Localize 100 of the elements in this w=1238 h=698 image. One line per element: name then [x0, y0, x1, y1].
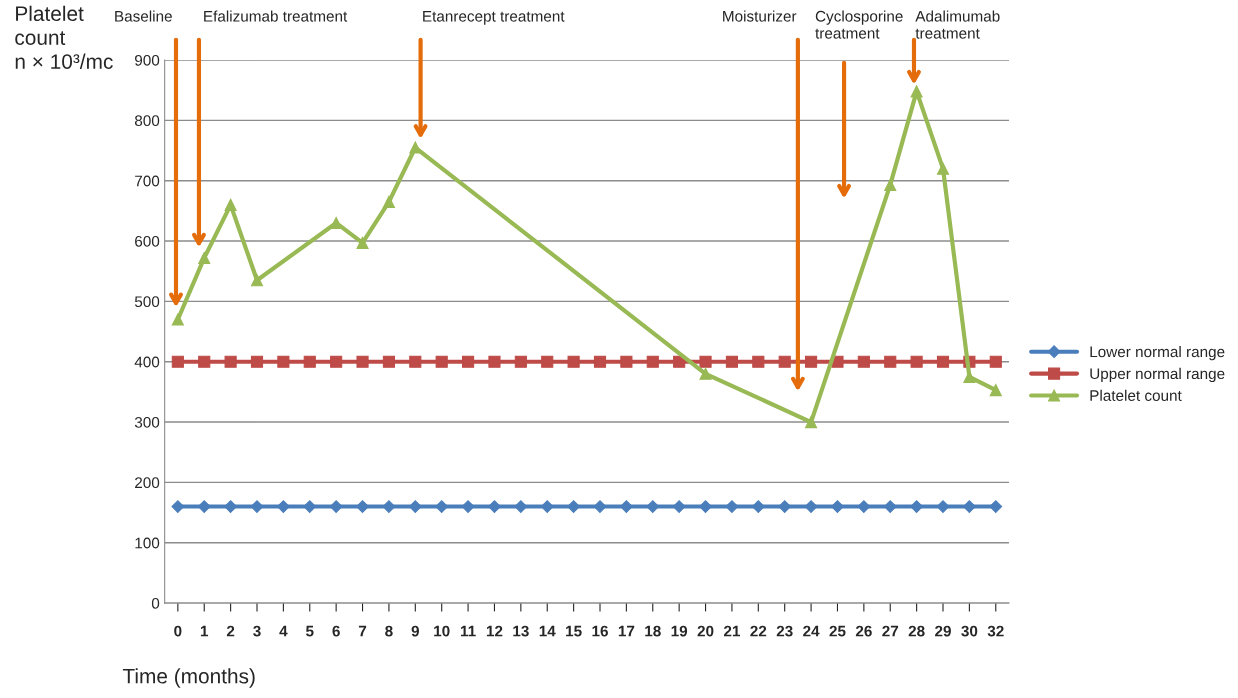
point: [224, 355, 237, 368]
point: [197, 500, 211, 513]
point: [382, 195, 395, 208]
point: [250, 274, 264, 287]
point: [778, 500, 792, 513]
x-axis-title: Time (months): [122, 668, 255, 688]
point: [514, 500, 528, 513]
x-tick-label: 26: [855, 625, 872, 637]
point: [567, 500, 581, 513]
x-tick-label: 32: [987, 625, 1004, 637]
x-tick-label: 24: [803, 625, 820, 637]
point: [488, 500, 501, 513]
point: [198, 355, 211, 368]
point: [382, 355, 395, 368]
x-tick-label: 25: [829, 625, 846, 637]
point: [989, 500, 1003, 513]
y-tick-label: 0: [151, 597, 160, 609]
point: [277, 355, 290, 368]
point: [699, 367, 712, 380]
point: [752, 355, 765, 368]
point: [884, 355, 897, 368]
point: [936, 500, 950, 513]
x-tick-label: 29: [935, 625, 951, 637]
point: [857, 500, 871, 513]
point: [620, 355, 633, 368]
y-tick-label: 300: [134, 416, 160, 428]
point: [936, 355, 950, 368]
point: [857, 355, 870, 368]
point: [329, 500, 343, 513]
y-tick-label: 800: [134, 115, 160, 127]
point: [619, 500, 633, 513]
point: [804, 500, 818, 513]
x-tick-label: 21: [723, 625, 740, 637]
point: [303, 500, 317, 513]
point: [303, 355, 316, 368]
point: [330, 216, 343, 230]
y-tick-label: 700: [135, 175, 160, 187]
y-tick-label: 200: [135, 477, 160, 489]
x-tick-label: 3: [253, 625, 261, 637]
x-tick-label: 2: [226, 625, 235, 637]
point: [725, 355, 738, 368]
x-tick-label: 16: [592, 625, 608, 637]
x-tick-label: 1: [200, 625, 209, 637]
x-tick-label: 17: [618, 625, 635, 637]
x-tick-label: 5: [305, 625, 314, 637]
point: [224, 198, 237, 211]
point: [356, 500, 369, 513]
x-tick-label: 22: [750, 625, 767, 637]
point: [593, 500, 607, 513]
point: [699, 500, 712, 513]
x-tick-label: 27: [882, 625, 899, 637]
y-tick-label: 500: [134, 296, 160, 308]
point: [910, 500, 924, 513]
point: [699, 355, 712, 368]
point: [884, 178, 897, 191]
text: Baseline: [115, 10, 172, 22]
legend-label: Lower normal range: [1090, 345, 1225, 361]
point: [883, 500, 897, 513]
point: [330, 355, 343, 368]
y-tick-label: 900: [135, 54, 160, 66]
point: [276, 500, 290, 513]
x-tick-label: 7: [358, 625, 367, 637]
x-tick-label: 0: [174, 625, 182, 637]
point: [382, 500, 396, 513]
point: [250, 355, 264, 368]
point: [751, 500, 765, 513]
point: [910, 85, 923, 98]
x-tick-label: 6: [332, 625, 340, 637]
y-tick-label: 400: [134, 356, 160, 368]
x-tick-label: 18: [645, 625, 661, 637]
y-tick-label: 600: [135, 235, 160, 247]
point: [171, 355, 184, 368]
point: [646, 500, 660, 513]
point: [461, 500, 475, 513]
point: [435, 355, 448, 368]
point: [409, 355, 422, 368]
point: [673, 355, 686, 368]
x-tick-label: 13: [513, 625, 529, 637]
point: [462, 355, 475, 368]
y-tick-label: 100: [135, 537, 160, 549]
point: [962, 500, 976, 513]
point: [989, 355, 1002, 368]
text: Moisturizer: [723, 10, 797, 22]
y-axis-title: Platelet count n × 10³/mc: [15, 5, 113, 69]
point: [567, 355, 580, 368]
legend-label: Upper normal range: [1090, 367, 1225, 383]
point: [936, 162, 950, 175]
point: [224, 500, 238, 513]
point: [989, 384, 1002, 397]
point: [488, 355, 501, 368]
point: [171, 313, 184, 326]
x-tick-label: 23: [776, 625, 793, 637]
x-tick-label: 14: [539, 625, 556, 637]
text: Etanrecept treatment: [423, 11, 565, 25]
point: [672, 500, 686, 513]
x-tick-label: 28: [908, 625, 925, 637]
point: [250, 500, 264, 513]
x-tick-label: 8: [385, 625, 393, 637]
point: [435, 500, 449, 513]
x-tick-label: 9: [411, 625, 419, 637]
